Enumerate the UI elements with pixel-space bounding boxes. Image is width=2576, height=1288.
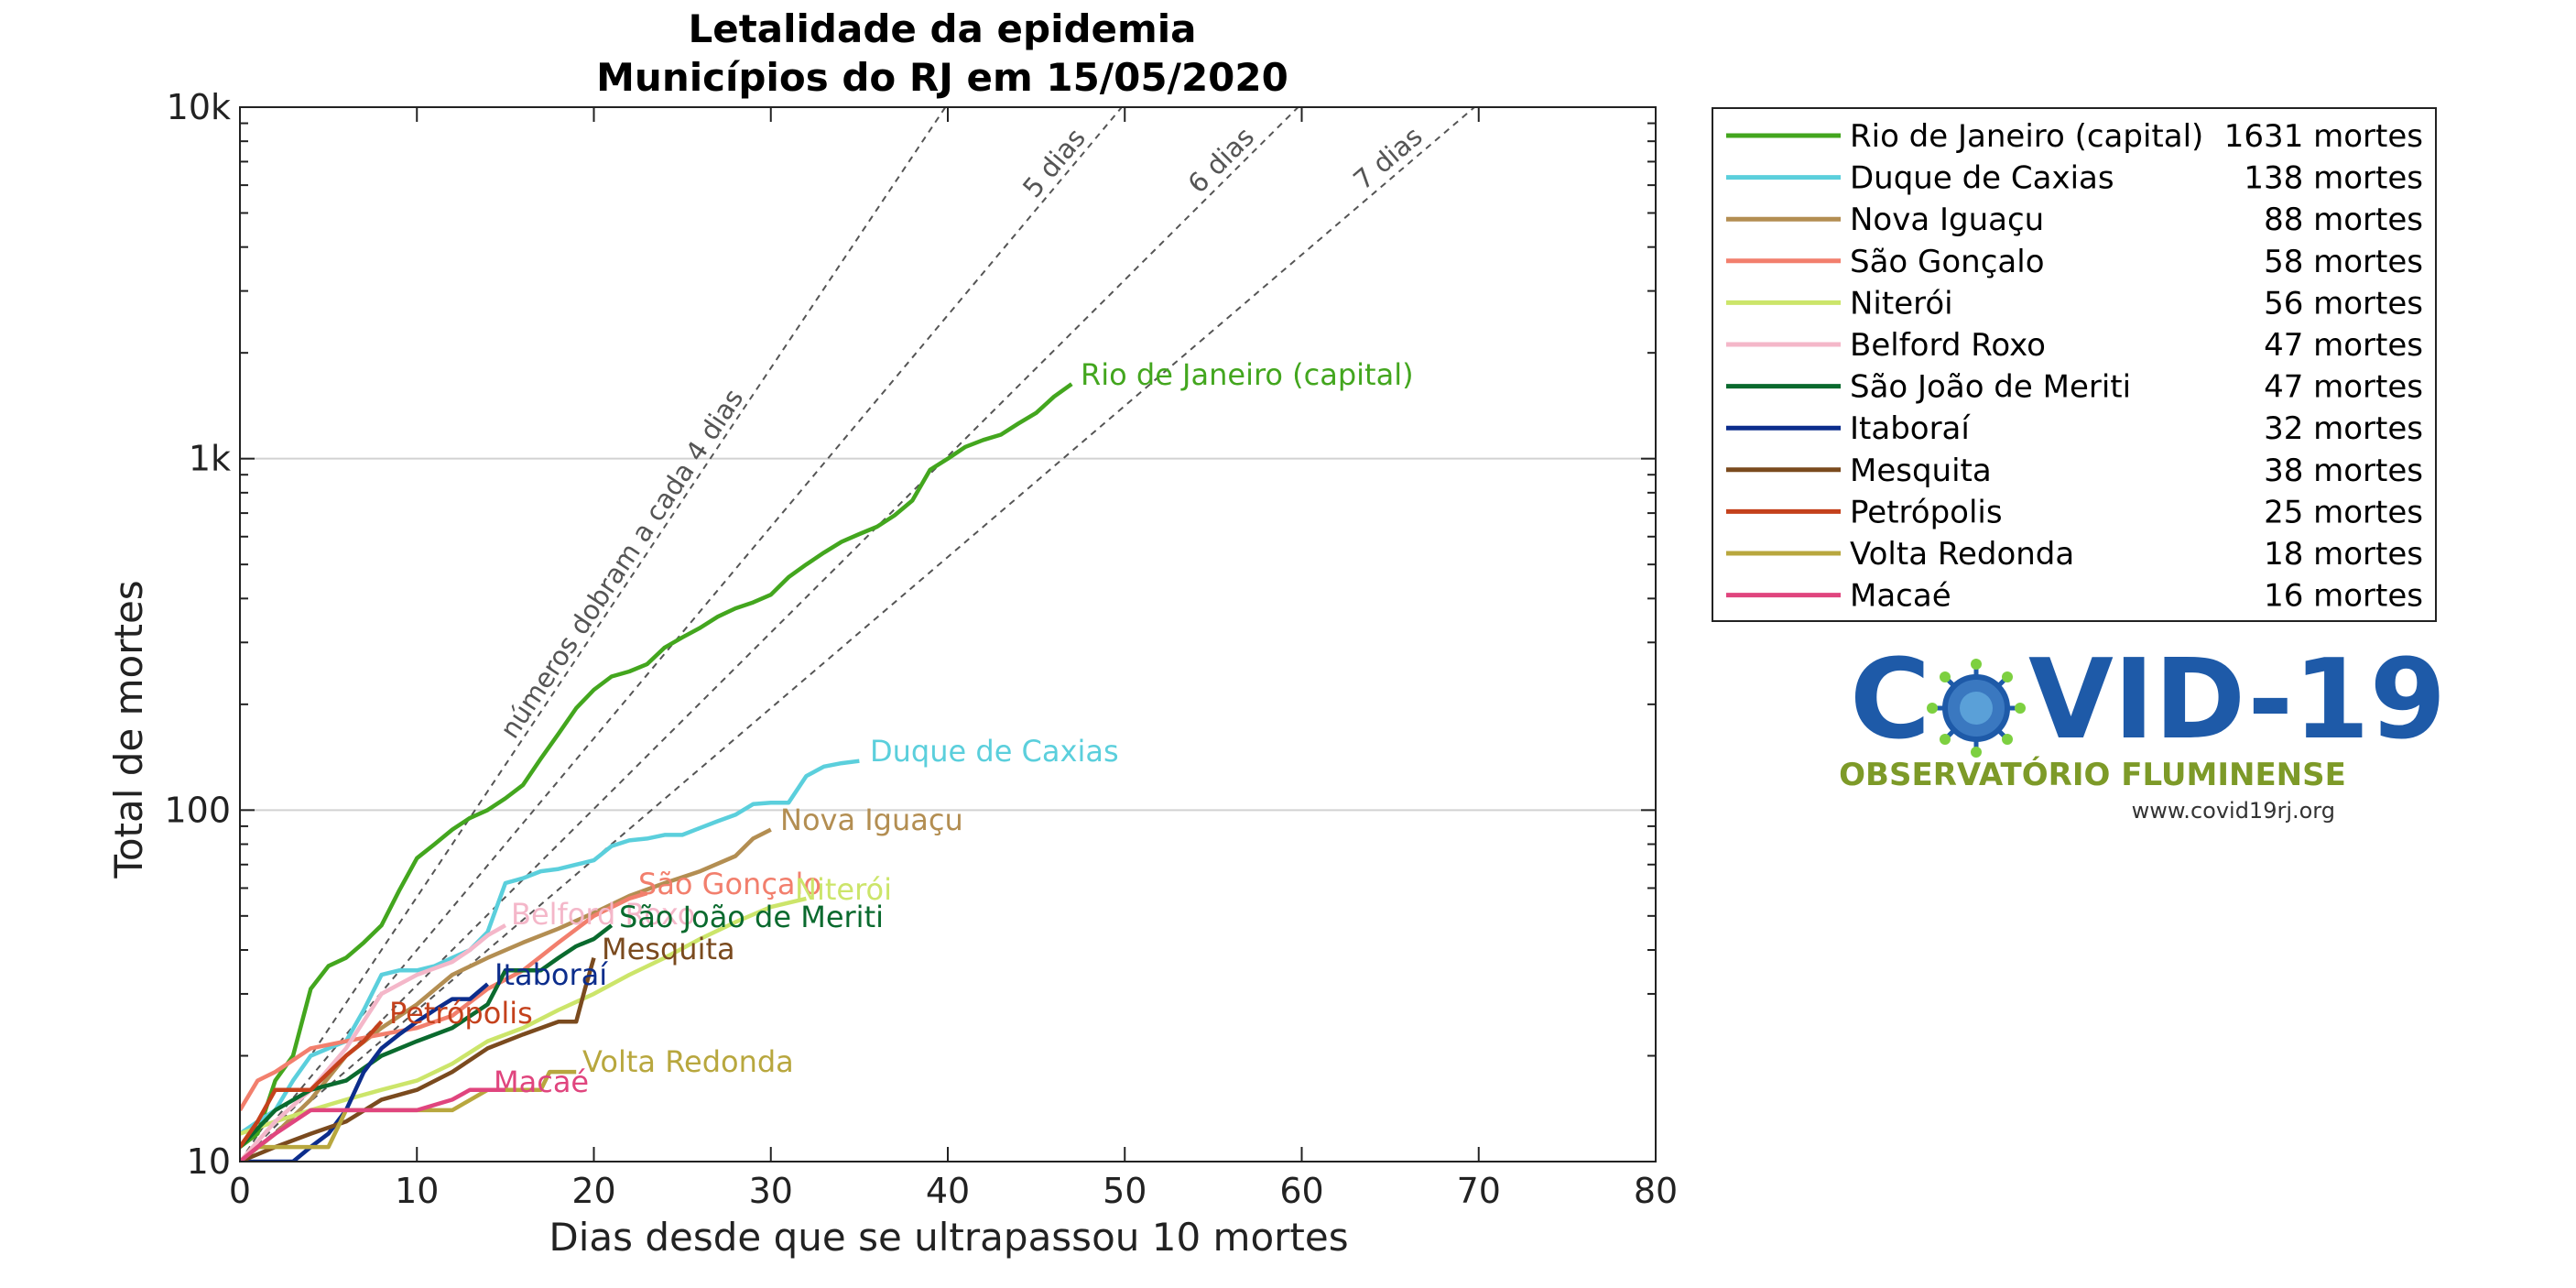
series-end-label-0: Rio de Janeiro (capital) [1081,357,1414,392]
legend-item: Belford Roxo 47 mortes [1726,327,2423,364]
virus-icon [1927,659,2026,758]
series-line-6 [240,923,614,1149]
legend-deaths: 18 mortes [2264,536,2423,573]
series-line-11 [240,1087,505,1162]
series-end-label-7: Itaboraí [495,957,608,992]
legend-name: Niterói [1850,285,1953,322]
legend-item: Macaé 16 mortes [1726,578,2423,615]
series-line-0 [240,382,1073,1149]
x-tick-label: 40 [926,1171,970,1211]
x-axis-label: Dias desde que se ultrapassou 10 mortes [549,1215,1348,1260]
x-tick-label: 50 [1103,1171,1147,1211]
logo-subtitle: OBSERVATÓRIO FLUMINENSE [1839,756,2346,793]
series-end-label-8: Mesquita [602,932,735,966]
series-end-label-4: Niterói [795,872,892,907]
y-tick-label: 1k [189,439,231,479]
series-end-label-6: São João de Meriti [619,900,884,934]
legend-deaths: 138 mortes [2244,160,2423,197]
legend-deaths: 47 mortes [2264,369,2423,406]
guide-line-4-dias [240,107,947,1162]
legend-name: Petrópolis [1850,494,2003,530]
legend-name: Itaboraí [1850,410,1971,447]
series-end-label-1: Duque de Caxias [870,734,1119,769]
legend-name: Rio de Janeiro (capital) [1850,118,2203,155]
series-end-label-3: São Gonçalo [638,867,821,901]
legend-box [1712,107,2437,622]
legend-deaths: 56 mortes [2264,285,2423,322]
title-line-2: Municípios do RJ em 15/05/2020 [596,55,1288,100]
legend-item: Rio de Janeiro (capital) 1631 mortes [1726,118,2423,155]
legend-item: Itaboraí 32 mortes [1726,410,2423,447]
guide-label-4-dias: números dobram a cada 4 dias [494,383,749,744]
legend-deaths: 38 mortes [2264,453,2423,489]
legend-item: Petrópolis 25 mortes [1726,494,2423,530]
series-line-9 [240,1020,384,1149]
guide-label-5-dias: 5 dias [1016,123,1092,204]
guide-label-6-dias: 6 dias [1181,121,1260,199]
legend-item: Volta Redonda 18 mortes [1726,536,2423,573]
logo-letter-c: C [1850,637,1930,764]
x-tick-label: 0 [229,1171,251,1211]
y-axis-label: Total de mortes [106,580,151,879]
chart-title: Letalidade da epidemia Municípios do RJ … [596,6,1288,100]
y-tick-label: 10k [167,87,231,127]
guide-line-7-dias [240,107,1475,1162]
x-tick-label: 80 [1634,1171,1678,1211]
legend-name: São João de Meriti [1850,369,2131,406]
series-line-2 [240,827,772,1162]
x-tick-label: 30 [749,1171,793,1211]
series-line-5 [240,923,507,1162]
legend-name: Volta Redonda [1850,536,2074,573]
legend-item: Niterói 56 mortes [1726,285,2423,322]
legend-deaths: 47 mortes [2264,327,2423,364]
series-end-label-11: Macaé [494,1064,589,1099]
x-tick-label: 20 [571,1171,615,1211]
series-end-label-2: Nova Iguaçu [780,802,963,837]
series-line-8 [240,956,596,1162]
legend-item: São Gonçalo 58 mortes [1726,244,2423,280]
series-line-3 [240,890,648,1112]
y-tick-label: 100 [164,790,231,830]
legend-name: Nova Iguaçu [1850,202,2044,238]
legend-item: São João de Meriti 47 mortes [1726,369,2423,406]
legend-item: Mesquita 38 mortes [1726,453,2423,489]
series-line-4 [240,896,807,1136]
legend-deaths: 25 mortes [2264,494,2423,530]
title-line-1: Letalidade da epidemia [688,6,1196,51]
legend-deaths: 58 mortes [2264,244,2423,280]
x-tick-label: 10 [395,1171,439,1211]
legend-name: São Gonçalo [1850,244,2045,280]
series-end-label-5: Belford Roxo [511,897,695,932]
legend-name: Macaé [1850,578,1951,615]
guide-label-7-dias: 7 dias [1347,120,1428,195]
x-tick-label: 60 [1279,1171,1323,1211]
legend-deaths: 16 mortes [2264,578,2423,615]
legend-deaths: 88 mortes [2264,202,2423,238]
logo-text-rest: VID-19 [2028,637,2446,764]
logo-url: www.covid19rj.org [2132,798,2335,824]
y-tick-label: 10 [187,1141,231,1182]
legend-name: Duque de Caxias [1850,160,2114,197]
legend-name: Belford Roxo [1850,327,2046,364]
legend-item: Nova Iguaçu 88 mortes [1726,202,2423,238]
legend-name: Mesquita [1850,453,1992,489]
series-end-label-10: Volta Redonda [582,1044,794,1079]
axis-ticks [239,107,1657,1162]
legend: Rio de Janeiro (capital) 1631 mortes Duque… [1712,107,2437,622]
legend-deaths: 32 mortes [2264,410,2423,447]
x-tick-label: 70 [1457,1171,1501,1211]
series-end-label-9: Petrópolis [389,996,533,1031]
axes-box [239,106,1657,1162]
covid-logo: C VID-19 OBSERVATÓRIO FLUMINENSE www.cov… [1839,637,2446,824]
guide-line-5-dias [240,107,1123,1162]
legend-deaths: 1631 mortes [2224,118,2423,155]
legend-item: Duque de Caxias 138 mortes [1726,160,2423,197]
plot-lines [240,107,1475,1162]
